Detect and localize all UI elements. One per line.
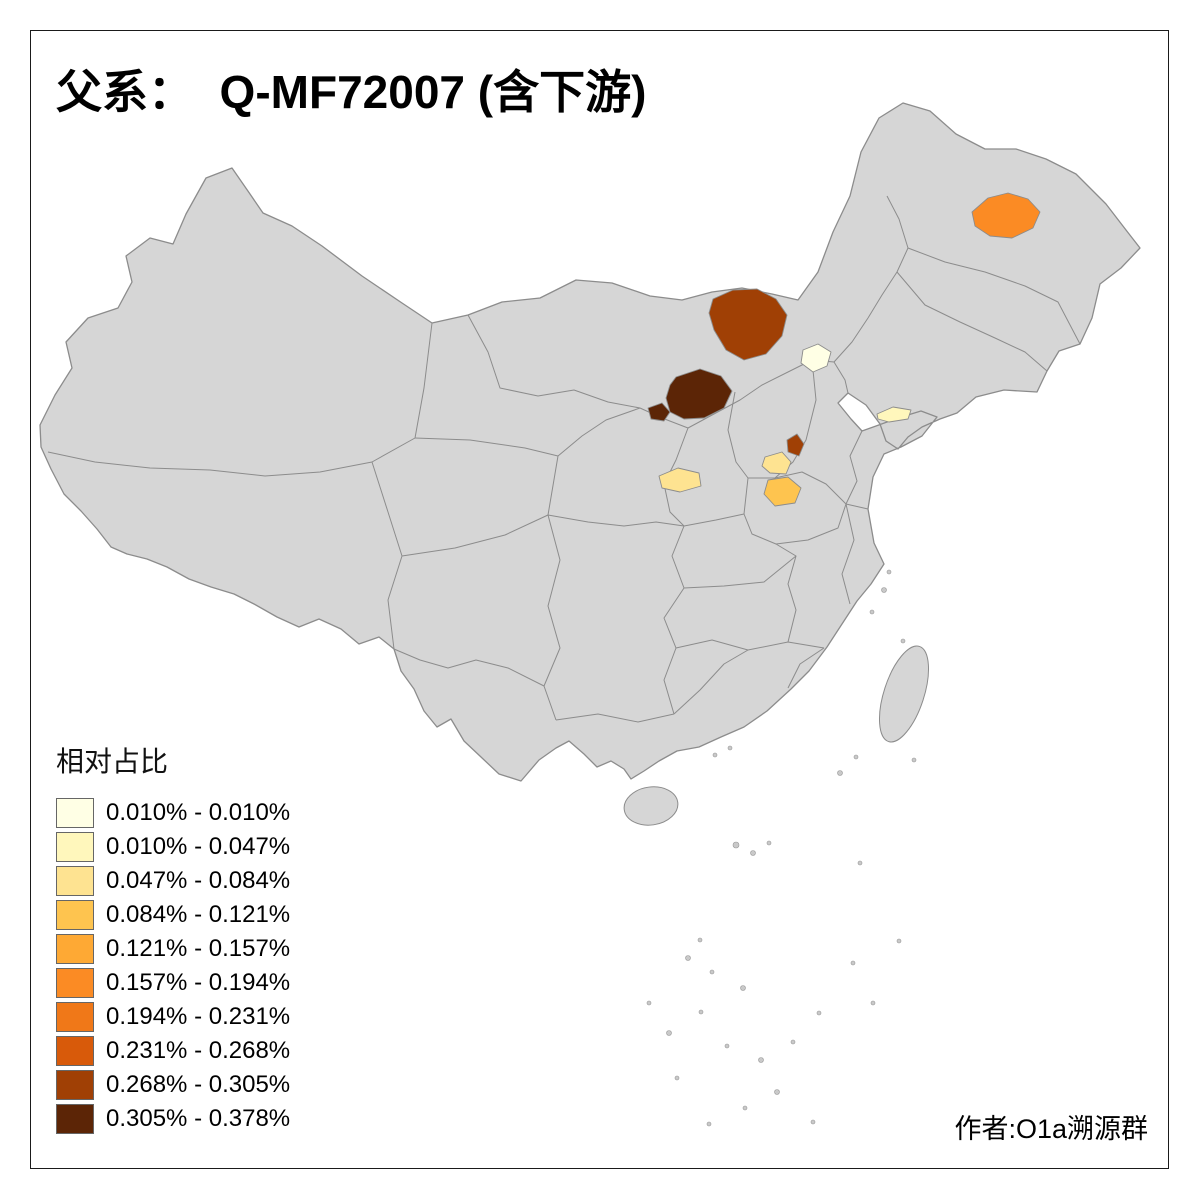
legend-row: 0.231% - 0.268%: [56, 1034, 290, 1068]
legend-label: 0.121% - 0.157%: [106, 935, 291, 962]
taiwan-island: [878, 645, 930, 743]
legend-row: 0.157% - 0.194%: [56, 966, 290, 1000]
legend-swatch: [56, 832, 94, 862]
legend-row: 0.047% - 0.084%: [56, 864, 290, 898]
legend-swatch: [56, 866, 94, 896]
region-shaanxi-north: [665, 368, 733, 420]
region-shaanxi-north-west-lobe: [647, 402, 671, 422]
south-china-sea-islets: [646, 569, 917, 1127]
legend-row: 0.010% - 0.047%: [56, 830, 290, 864]
author-credit: 作者:O1a溯源群: [954, 1114, 1148, 1144]
legend-label: 0.010% - 0.010%: [106, 799, 291, 826]
legend-row: 0.084% - 0.121%: [56, 898, 290, 932]
legend-title: 相对占比: [56, 746, 169, 777]
region-henan-north: [761, 451, 792, 475]
legend-row: 0.194% - 0.231%: [56, 1000, 290, 1034]
legend-swatch: [56, 1070, 94, 1100]
choropleth-regions: [647, 192, 1041, 507]
plot-border-frame: [30, 30, 1169, 1169]
legend-label: 0.157% - 0.194%: [106, 969, 291, 996]
legend-swatch: [56, 968, 94, 998]
region-henan-west: [658, 467, 702, 493]
islands: [623, 645, 930, 826]
region-henan-central: [763, 476, 802, 507]
legend-swatch: [56, 934, 94, 964]
legend-label: 0.010% - 0.047%: [106, 833, 291, 860]
legend-label: 0.268% - 0.305%: [106, 1071, 291, 1098]
legend-swatch: [56, 900, 94, 930]
legend-row: 0.010% - 0.010%: [56, 796, 290, 830]
province-boundaries: [47, 195, 1081, 723]
region-shandong-east: [876, 406, 912, 423]
region-beijing: [800, 343, 832, 373]
legend-label: 0.305% - 0.378%: [106, 1105, 291, 1132]
region-heilongjiang-central: [971, 192, 1041, 239]
mainland-outline: [39, 102, 1141, 782]
legend-row: 0.268% - 0.305%: [56, 1068, 290, 1102]
legend-swatch: [56, 1036, 94, 1066]
hainan-island: [623, 786, 679, 826]
legend-label: 0.047% - 0.084%: [106, 867, 291, 894]
legend-label: 0.194% - 0.231%: [106, 1003, 291, 1030]
legend-row: 0.121% - 0.157%: [56, 932, 290, 966]
map-legend: 相对占比 0.010% - 0.010% 0.010% - 0.047% 0.0…: [56, 740, 290, 1136]
legend-swatch: [56, 798, 94, 828]
legend-label: 0.231% - 0.268%: [106, 1037, 291, 1064]
legend-label: 0.084% - 0.121%: [106, 901, 291, 928]
region-inner-mongolia-central: [708, 288, 788, 361]
legend-row: 0.305% - 0.378%: [56, 1102, 290, 1136]
region-shanxi-southeast: [786, 433, 805, 457]
legend-swatch: [56, 1002, 94, 1032]
page-title: 父系： Q-MF72007 (含下游): [56, 66, 647, 118]
legend-swatch: [56, 1104, 94, 1134]
